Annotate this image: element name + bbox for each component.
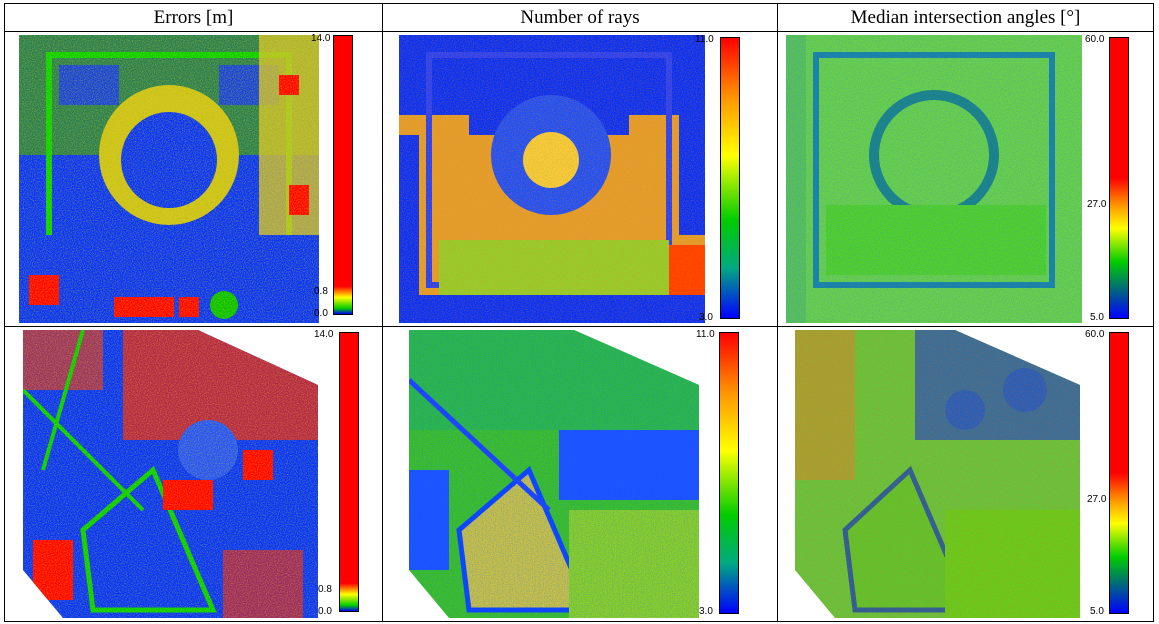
- rays-colorbar-scene-2: [719, 332, 739, 614]
- errors-map-scene-2: [23, 330, 318, 618]
- angles-colorbar-mid-label: 27.0: [1087, 199, 1107, 210]
- errors-map-image-scene-2: [23, 330, 318, 618]
- cell-angles-scene-2: 60.0 27.0 5.0: [777, 326, 1154, 622]
- rays-colorbar-scene-1: [720, 37, 740, 319]
- angles-colorbar-min-label: 5.0: [1090, 606, 1104, 617]
- cell-rays-scene-1: 11.0 3.0: [382, 31, 778, 327]
- rays-map-scene-1: [399, 35, 705, 323]
- angles-map-image-scene-2: [795, 330, 1080, 618]
- angles-map-scene-1: [786, 35, 1082, 323]
- angles-colorbar-min-label: 5.0: [1090, 312, 1104, 323]
- angles-colorbar-mid-label: 27.0: [1087, 494, 1107, 505]
- rays-colorbar-max-label: 11.0: [696, 329, 715, 340]
- angles-map-scene-2: [795, 330, 1080, 618]
- cell-rays-scene-2: 11.0 3.0: [382, 326, 778, 622]
- errors-colorbar-max-label: 14.0: [311, 33, 331, 44]
- errors-colorbar-min-label: 0.0: [318, 606, 332, 617]
- errors-map-image-scene-1: [19, 35, 319, 323]
- angles-colorbar-scene-1: [1109, 37, 1129, 319]
- figure-table: Errors [m] Number of rays Median interse…: [4, 3, 1154, 622]
- angles-colorbar-scene-2: [1109, 332, 1129, 614]
- angles-colorbar-max-label: 60.0: [1085, 329, 1105, 340]
- rays-colorbar-min-label: 3.0: [699, 606, 713, 617]
- angles-colorbar-max-label: 60.0: [1085, 34, 1105, 45]
- rays-colorbar-max-label: 11.0: [695, 34, 714, 45]
- errors-colorbar-min-label: 0.0: [314, 308, 328, 319]
- cell-errors-scene-1: 14.0 0.8 0.0: [4, 31, 383, 327]
- errors-colorbar-scene-1: [333, 35, 353, 315]
- cell-angles-scene-1: 60.0 27.0 5.0: [777, 31, 1154, 327]
- rays-map-scene-2: [409, 330, 699, 618]
- errors-colorbar-scene-2: [339, 332, 359, 612]
- errors-map-scene-1: [19, 35, 319, 323]
- header-median-intersection-angles: Median intersection angles [°]: [777, 3, 1154, 32]
- header-number-of-rays: Number of rays: [382, 3, 778, 32]
- angles-map-image-scene-1: [786, 35, 1082, 323]
- rays-map-image-scene-2: [409, 330, 699, 618]
- errors-colorbar-max-label: 14.0: [314, 329, 334, 340]
- header-errors: Errors [m]: [4, 3, 383, 32]
- rays-colorbar-min-label: 3.0: [699, 312, 713, 323]
- rays-map-image-scene-1: [399, 35, 705, 323]
- errors-colorbar-mid-label: 0.8: [314, 286, 328, 297]
- errors-colorbar-mid-label: 0.8: [318, 584, 332, 595]
- cell-errors-scene-2: 14.0 0.8 0.0: [4, 326, 383, 622]
